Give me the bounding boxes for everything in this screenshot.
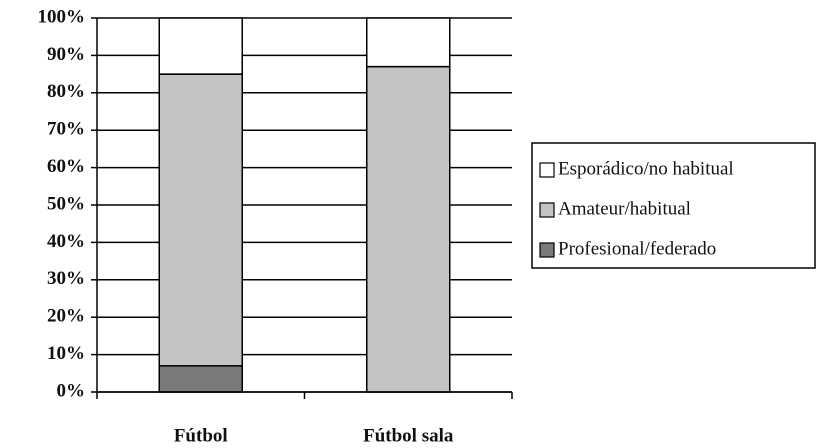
y-tick-label: 0%	[57, 380, 86, 401]
y-tick-label: 100%	[38, 6, 86, 27]
legend-swatch	[539, 242, 555, 258]
y-tick-label: 60%	[47, 156, 85, 177]
y-tick-label: 10%	[47, 343, 85, 364]
y-tick-label: 80%	[47, 81, 85, 102]
bar-segment	[366, 65, 451, 393]
legend-box	[531, 142, 816, 269]
legend-swatch	[539, 162, 555, 178]
y-tick-label: 70%	[47, 119, 85, 140]
x-tick-label: Fútbol sala	[363, 425, 454, 446]
y-tick-label: 90%	[47, 44, 85, 65]
bar-segment	[158, 365, 243, 393]
legend-label: Amateur/habitual	[558, 198, 691, 219]
y-tick-label: 30%	[47, 268, 85, 289]
bar-segment	[366, 17, 451, 68]
bar-segment	[158, 73, 243, 367]
y-tick-label: 50%	[47, 193, 85, 214]
y-tick-label: 20%	[47, 306, 85, 327]
bar-segment	[158, 17, 243, 75]
legend-swatch	[539, 202, 555, 218]
x-tick-label: Fútbol	[174, 425, 228, 446]
legend-label: Esporádico/no habitual	[558, 158, 734, 179]
legend-label: Profesional/federado	[558, 238, 716, 259]
y-tick-label: 40%	[47, 231, 85, 252]
